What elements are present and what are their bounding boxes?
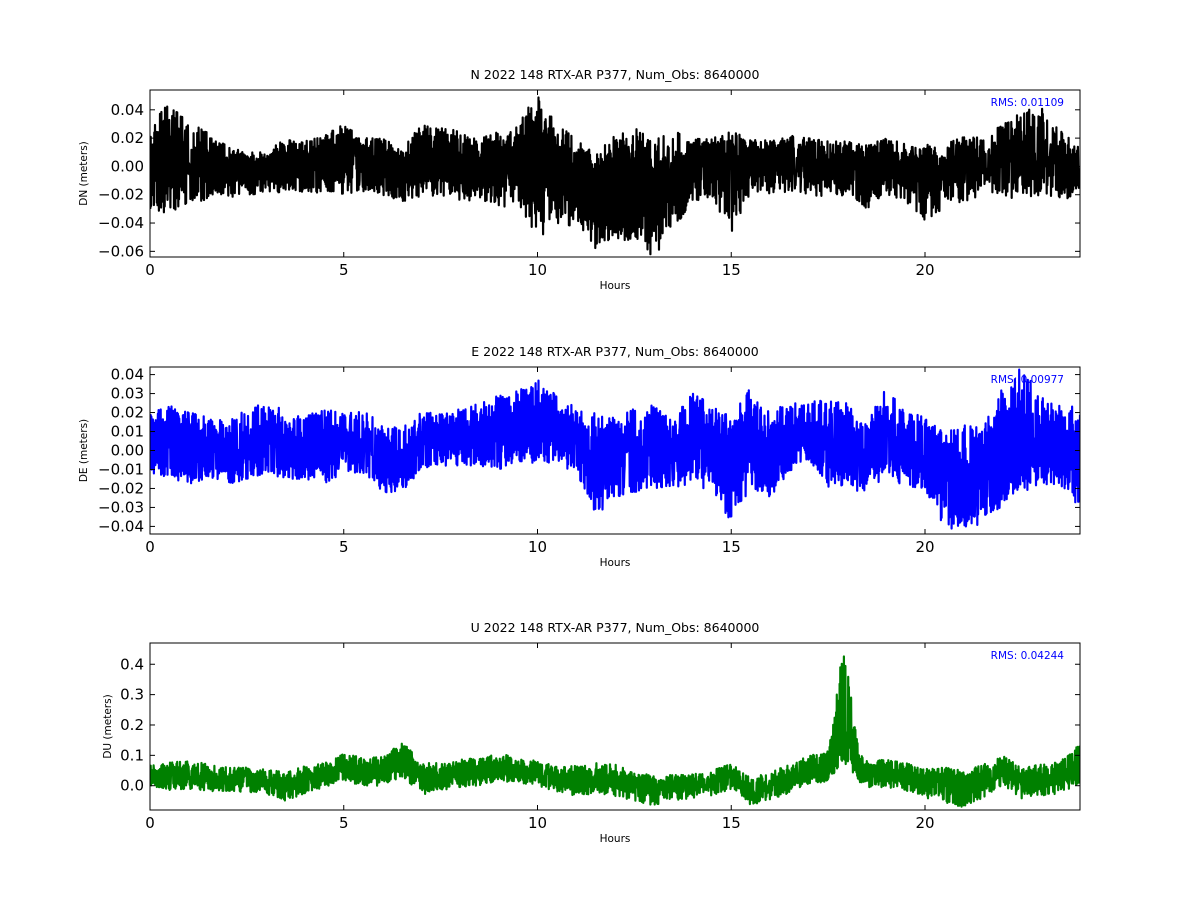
x-tick-label: 5 (339, 538, 349, 556)
y-tick-label: 0.04 (111, 101, 144, 119)
x-tick-label: 15 (722, 538, 741, 556)
x-tick-label: 20 (915, 814, 934, 832)
x-tick-label: 5 (339, 261, 349, 279)
y-axis-label: DN (meters) (78, 141, 90, 206)
panel-title: U 2022 148 RTX-AR P377, Num_Obs: 8640000 (471, 620, 760, 635)
x-axis-label: Hours (600, 280, 631, 292)
x-tick-label: 10 (528, 814, 547, 832)
x-tick-label: 20 (915, 261, 934, 279)
y-tick-label: 0.01 (111, 423, 144, 441)
plot-frame (149, 89, 1081, 258)
y-axis-label: DU (meters) (102, 694, 114, 758)
x-tick-label: 15 (722, 814, 741, 832)
y-tick-label: 0.1 (120, 746, 144, 764)
x-tick-label: 15 (722, 261, 741, 279)
y-tick-label: 0.2 (120, 716, 144, 734)
panel-1: 0 5 10 15 20 −0.04−0.03−0.02−0.010.000.010.02… (78, 344, 1081, 569)
rms-annotation: RMS: 0.00977 (991, 374, 1064, 386)
series-line (150, 96, 1080, 256)
y-tick-label: 0.0 (120, 777, 144, 795)
y-tick-label: 0.4 (120, 655, 144, 673)
y-tick-label: −0.02 (98, 479, 144, 497)
panel-title: E 2022 148 RTX-AR P377, Num_Obs: 8640000 (471, 344, 759, 359)
panel-2: 0 5 10 15 20 0.0 0.1 0.2 0.3 0.4 U 2022 148 RTX-AR… (102, 620, 1081, 845)
y-axis-label: DE (meters) (78, 419, 90, 482)
series-line (150, 655, 1080, 808)
y-tick-label: −0.04 (98, 214, 144, 232)
x-tick-label: 0 (145, 261, 155, 279)
rms-annotation: RMS: 0.01109 (991, 97, 1064, 109)
panel-title: N 2022 148 RTX-AR P377, Num_Obs: 8640000 (471, 67, 760, 82)
series-line (150, 368, 1080, 530)
y-tick-label: 0.00 (111, 442, 144, 460)
y-tick-label: 0.02 (111, 129, 144, 147)
x-tick-label: 0 (145, 538, 155, 556)
y-tick-label: 0.04 (111, 366, 144, 384)
x-tick-label: 20 (915, 538, 934, 556)
x-tick-label: 10 (528, 261, 547, 279)
x-tick-label: 5 (339, 814, 349, 832)
plot-frame (149, 642, 1081, 811)
y-tick-label: −0.01 (98, 460, 144, 478)
y-tick-label: −0.06 (98, 242, 144, 260)
x-tick-label: 10 (528, 538, 547, 556)
y-tick-label: 0.03 (111, 385, 144, 403)
x-axis-label: Hours (600, 557, 631, 569)
y-tick-label: 0.3 (120, 686, 144, 704)
x-tick-label: 0 (145, 814, 155, 832)
x-axis-label: Hours (600, 833, 631, 845)
chart-panels: 0 5 10 15 20−0.06−0.04−0.020.000.020.04N 202… (78, 67, 1081, 845)
y-tick-label: 0.00 (111, 157, 144, 175)
panel-0: 0 5 10 15 20 −0.06 −0.04 −0.02 0.00 0.02 0.04 N 202… (78, 67, 1081, 292)
y-tick-label: −0.02 (98, 186, 144, 204)
rms-annotation: RMS: 0.04244 (991, 650, 1065, 662)
y-tick-label: −0.04 (98, 517, 144, 535)
y-tick-label: −0.03 (98, 498, 144, 516)
y-tick-label: 0.02 (111, 404, 144, 422)
